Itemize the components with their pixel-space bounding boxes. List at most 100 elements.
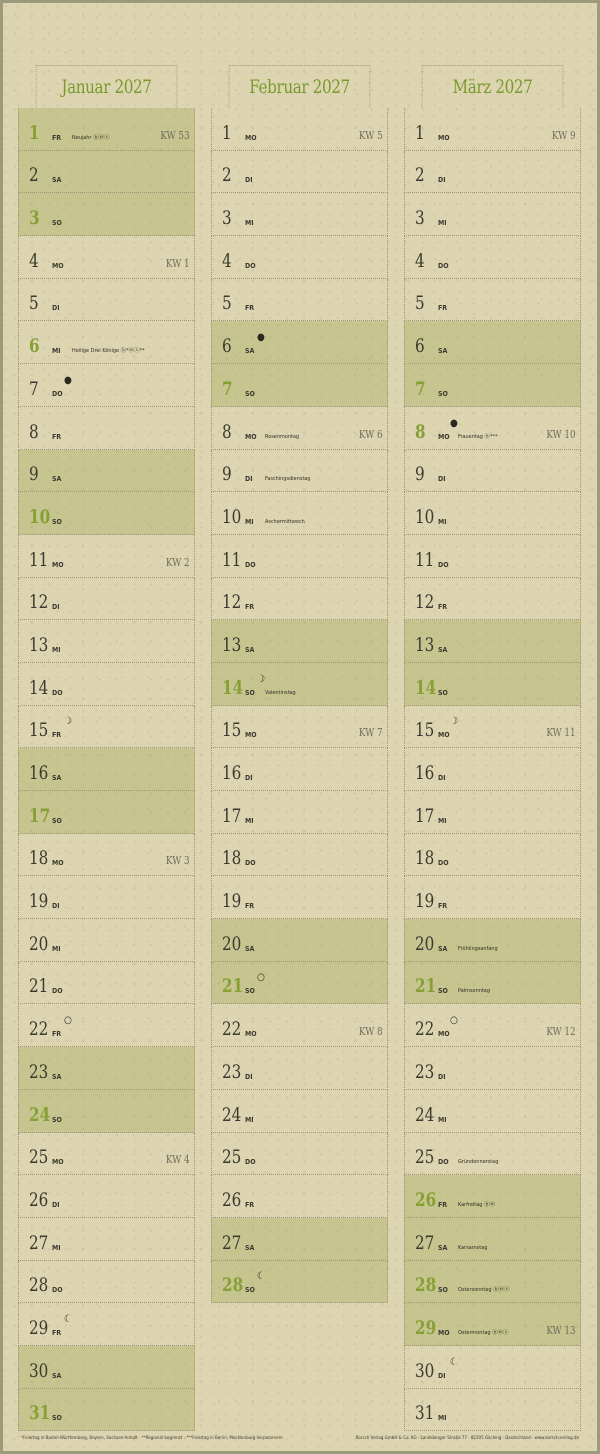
day-row[interactable]: 10 SO: [18, 492, 195, 535]
day-row[interactable]: 20 SA: [211, 919, 388, 962]
day-row[interactable]: 23 DI: [404, 1047, 581, 1090]
day-row[interactable]: 26 DI: [18, 1175, 195, 1218]
day-row[interactable]: 24 SO: [18, 1089, 195, 1133]
weekday-label: DO: [245, 1158, 256, 1167]
day-row[interactable]: 10 MI: [404, 492, 581, 535]
day-row[interactable]: 26 FR Karfreitag ⓑⓦ: [404, 1175, 581, 1218]
day-row[interactable]: 11 DO: [404, 534, 581, 578]
day-row[interactable]: 1 MO KW 9: [404, 108, 581, 151]
day-row[interactable]: 12 DI: [18, 577, 195, 621]
holiday-label: Ostersonntag ⓑⓦⓢ: [458, 1287, 510, 1294]
day-row[interactable]: 20 SA Frühlingsanfang: [404, 919, 581, 962]
day-row[interactable]: 17 MI: [404, 791, 581, 834]
day-row[interactable]: 31 SO: [18, 1388, 195, 1432]
day-row[interactable]: 12 FR: [211, 577, 388, 621]
day-row[interactable]: 18 DO: [404, 833, 581, 877]
day-row[interactable]: 18 DO: [211, 833, 388, 877]
day-number: 29: [29, 1316, 49, 1339]
weekday-label: SO: [438, 1286, 448, 1295]
day-row[interactable]: 26 FR: [211, 1175, 388, 1218]
day-row[interactable]: 23 DI: [211, 1047, 388, 1090]
day-row[interactable]: 18 MO KW 3: [18, 833, 195, 877]
day-row[interactable]: 11 DO: [211, 534, 388, 578]
day-row[interactable]: 17 MI: [211, 791, 388, 834]
day-row[interactable]: 15 FR ☽: [18, 705, 195, 749]
day-row[interactable]: 5 DI: [18, 278, 195, 322]
day-row[interactable]: 16 DI: [404, 748, 581, 791]
weekday-label: DO: [438, 859, 449, 868]
day-row[interactable]: 28 DO: [18, 1260, 195, 1304]
day-row[interactable]: 22 MO ○ KW 12: [404, 1004, 581, 1048]
day-row[interactable]: 2 DI: [404, 150, 581, 194]
day-row[interactable]: 22 FR ○: [18, 1004, 195, 1048]
day-row[interactable]: 14 SO: [404, 662, 581, 706]
day-row[interactable]: 11 MO KW 2: [18, 534, 195, 578]
day-row[interactable]: 30 DI ☾: [404, 1345, 581, 1389]
day-row[interactable]: 1 MO KW 5: [211, 108, 388, 151]
day-row[interactable]: 4 MO KW 1: [18, 236, 195, 279]
day-row[interactable]: 19 FR: [211, 876, 388, 920]
day-row[interactable]: 29 MO Ostermontag ⓑⓦⓢ KW 13: [404, 1303, 581, 1346]
day-row[interactable]: 2 DI: [211, 150, 388, 194]
day-row[interactable]: 3 MI: [211, 193, 388, 237]
day-row[interactable]: 1 FR Neujahr ⓑⓦⓢ KW 53: [18, 108, 195, 151]
day-row[interactable]: 14 DO: [18, 662, 195, 706]
weekday-label: SO: [438, 987, 448, 996]
day-row[interactable]: 2 SA: [18, 150, 195, 194]
day-row[interactable]: 17 SO: [18, 791, 195, 834]
day-number: 10: [415, 505, 435, 528]
day-row[interactable]: 7 SO: [211, 364, 388, 407]
day-row[interactable]: 6 MI Heilige Drei Könige ⓑ*ⓦⓢ**: [18, 321, 195, 365]
day-row[interactable]: 27 MI: [18, 1217, 195, 1261]
day-row[interactable]: 4 DO: [211, 236, 388, 279]
day-row[interactable]: 24 MI: [211, 1089, 388, 1133]
day-row[interactable]: 6 SA: [404, 321, 581, 365]
day-row[interactable]: 23 SA: [18, 1047, 195, 1090]
day-row[interactable]: 25 MO KW 4: [18, 1132, 195, 1176]
day-row[interactable]: 13 MI: [18, 620, 195, 663]
day-row[interactable]: 3 SO: [18, 193, 195, 237]
day-row[interactable]: 10 MI Aschermittwoch: [211, 492, 388, 535]
day-row[interactable]: 8 MO ● Frauentag ⓑ*** KW 10: [404, 406, 581, 450]
day-row[interactable]: 24 MI: [404, 1089, 581, 1133]
day-row[interactable]: 27 SA: [211, 1217, 388, 1261]
day-row[interactable]: 19 FR: [404, 876, 581, 920]
day-row[interactable]: 31 MI: [404, 1388, 581, 1432]
day-row[interactable]: 30 SA: [18, 1345, 195, 1389]
day-row[interactable]: 9 DI Faschingsdienstag: [211, 449, 388, 493]
day-row[interactable]: 15 MO ☽ KW 11: [404, 705, 581, 749]
day-row[interactable]: 21 SO Palmsonntag: [404, 961, 581, 1005]
day-row[interactable]: 7 SO: [404, 364, 581, 407]
day-row[interactable]: 3 MI: [404, 193, 581, 237]
day-row[interactable]: 9 SA: [18, 449, 195, 493]
day-row[interactable]: 28 SO Ostersonntag ⓑⓦⓢ: [404, 1260, 581, 1304]
day-row[interactable]: 14 SO ☽ Valentinstag: [211, 662, 388, 706]
day-row[interactable]: 29 FR ☾: [18, 1303, 195, 1346]
day-row[interactable]: 13 SA: [211, 620, 388, 663]
day-row[interactable]: 12 FR: [404, 577, 581, 621]
day-row[interactable]: 28 SO ☾: [211, 1260, 388, 1304]
day-row[interactable]: 20 MI: [18, 919, 195, 962]
calendar-week-label: KW 5: [359, 128, 383, 142]
day-row[interactable]: 4 DO: [404, 236, 581, 279]
day-row[interactable]: 25 DO: [211, 1132, 388, 1176]
day-row[interactable]: 7 DO ●: [18, 364, 195, 407]
day-row[interactable]: 19 DI: [18, 876, 195, 920]
day-row[interactable]: 5 FR: [211, 278, 388, 322]
day-row[interactable]: 6 SA ●: [211, 321, 388, 365]
day-row[interactable]: 25 DO Gründonnerstag: [404, 1132, 581, 1176]
day-row[interactable]: 8 MO Rosenmontag KW 6: [211, 406, 388, 450]
day-row[interactable]: 21 SO ○: [211, 961, 388, 1005]
day-row[interactable]: 16 DI: [211, 748, 388, 791]
day-row[interactable]: 27 SA Karsamstag: [404, 1217, 581, 1261]
day-row[interactable]: 15 MO KW 7: [211, 705, 388, 749]
day-row[interactable]: 22 MO KW 8: [211, 1004, 388, 1048]
day-row[interactable]: 8 FR: [18, 406, 195, 450]
weekday-label: MO: [52, 1158, 64, 1167]
day-number: 5: [222, 292, 232, 315]
day-row[interactable]: 9 DI: [404, 449, 581, 493]
day-row[interactable]: 16 SA: [18, 748, 195, 791]
day-row[interactable]: 5 FR: [404, 278, 581, 322]
day-row[interactable]: 13 SA: [404, 620, 581, 663]
day-row[interactable]: 21 DO: [18, 961, 195, 1005]
